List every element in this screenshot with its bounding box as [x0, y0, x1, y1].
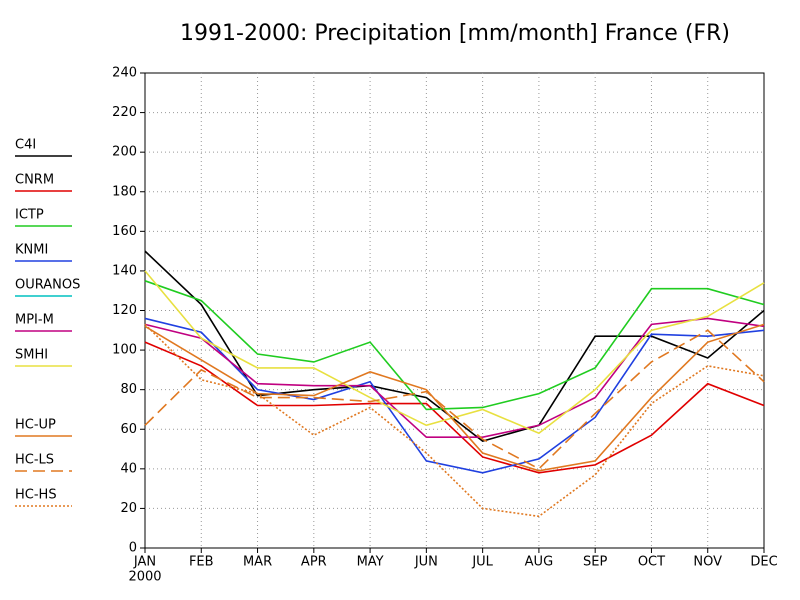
- legend-label: CNRM: [15, 173, 54, 188]
- legend-label: ICTP: [15, 208, 44, 223]
- series-line: [144, 270, 765, 435]
- legend-label: C4I: [15, 138, 36, 153]
- legend-label: KNMI: [15, 243, 48, 258]
- legend-label: HC-HS: [15, 488, 57, 503]
- x-tick-label: FEB: [189, 555, 214, 570]
- x-tick-label: JAN: [133, 555, 156, 570]
- x-tick-label: SEP: [583, 555, 607, 570]
- series-line: [144, 317, 765, 438]
- x-tick-label: AUG: [525, 555, 553, 570]
- series-line: [144, 317, 765, 474]
- x-tick-label: MAY: [357, 555, 384, 570]
- series-line: [144, 250, 765, 443]
- y-tick-label: 60: [120, 422, 137, 437]
- x-tick-label: NOV: [693, 555, 722, 570]
- y-tick-label: 120: [112, 303, 137, 318]
- y-tick-label: 140: [112, 263, 137, 278]
- y-tick-label: 100: [112, 343, 137, 358]
- x-tick-label: MAR: [243, 555, 272, 570]
- x-tick-label: JUN: [414, 555, 438, 570]
- y-tick-label: 80: [120, 382, 137, 397]
- legend-label: HC-UP: [15, 418, 56, 433]
- legend-label: MPI-M: [15, 313, 54, 328]
- series-line: [144, 323, 765, 472]
- legend-label: OURANOS: [15, 278, 80, 293]
- x-tick-label: OCT: [638, 555, 665, 570]
- y-tick-label: 180: [112, 184, 137, 199]
- x-tick-label: DEC: [750, 555, 777, 570]
- series-line: [144, 341, 765, 474]
- x-tick-label: JUL: [471, 555, 493, 570]
- year-label: 2000: [128, 570, 161, 585]
- x-tick-label: APR: [301, 555, 327, 570]
- y-tick-label: 40: [120, 461, 137, 476]
- y-tick-label: 0: [129, 541, 137, 556]
- chart-title: 1991-2000: Precipitation [mm/month] Fran…: [180, 21, 730, 46]
- legend-label: SMHI: [15, 348, 48, 363]
- y-tick-label: 240: [112, 66, 137, 81]
- series-line: [144, 329, 765, 470]
- y-tick-label: 220: [112, 105, 137, 120]
- y-tick-label: 160: [112, 224, 137, 239]
- y-tick-label: 20: [120, 501, 137, 516]
- y-tick-label: 200: [112, 145, 137, 160]
- series-line: [144, 280, 765, 411]
- series-line: [144, 323, 765, 518]
- legend-label: HC-LS: [15, 453, 54, 468]
